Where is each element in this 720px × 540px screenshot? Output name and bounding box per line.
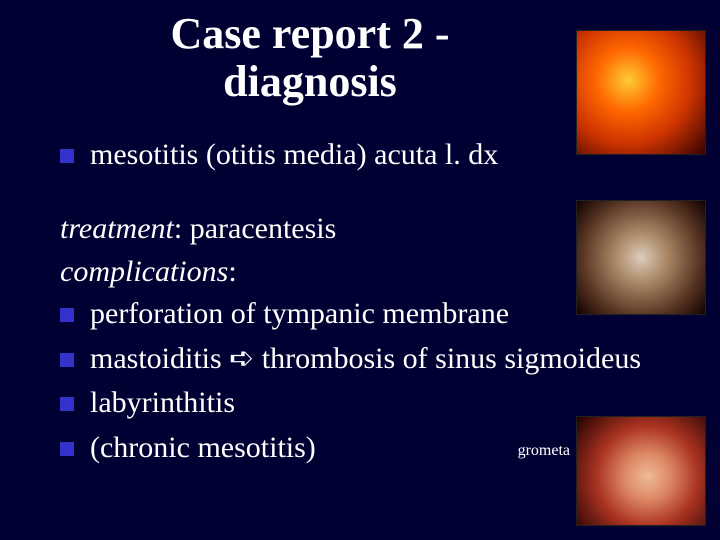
bullet-square-icon xyxy=(60,308,74,322)
bullet-square-icon xyxy=(60,149,74,163)
grommet-image xyxy=(576,416,706,526)
comp-text-1: mastoiditis ➪ thrombosis of sinus sigmoi… xyxy=(90,339,700,380)
slide-container: Case report 2 - diagnosis mesotitis (oti… xyxy=(0,0,720,540)
caption-grometa: grometa xyxy=(518,442,570,460)
otitis-media-image-2 xyxy=(576,200,706,315)
complications-label: complications xyxy=(60,255,228,288)
title-line-1: Case report 2 - xyxy=(171,9,450,58)
bullet-square-icon xyxy=(60,442,74,456)
otitis-media-image-1 xyxy=(576,30,706,155)
bullet-square-icon xyxy=(60,397,74,411)
title-line-2: diagnosis xyxy=(223,57,397,106)
treatment-text: : paracentesis xyxy=(174,212,336,245)
bullet-comp-1: mastoiditis ➪ thrombosis of sinus sigmoi… xyxy=(60,339,700,380)
complications-colon: : xyxy=(228,255,236,288)
treatment-label: treatment xyxy=(60,212,174,245)
bullet-square-icon xyxy=(60,353,74,367)
